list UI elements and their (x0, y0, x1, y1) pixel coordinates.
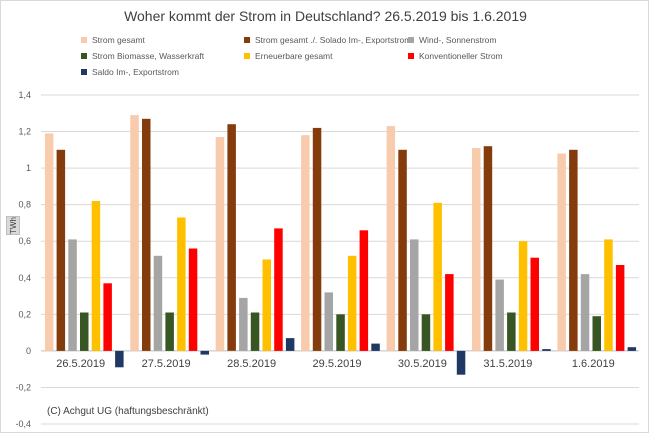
bar-7-26.5.2019 (115, 350, 124, 368)
bar-4-29.5.2019 (336, 314, 345, 351)
bar-1-1.6.2019 (557, 153, 566, 351)
bar-5-26.5.2019 (91, 201, 101, 351)
bar-4-31.5.2019 (507, 312, 516, 351)
bar-2-29.5.2019 (312, 127, 322, 351)
bar-7-29.5.2019 (371, 343, 380, 351)
y-tick-label: -0,2 (15, 382, 31, 392)
legend-swatch (81, 37, 87, 43)
legend-item: Strom gesamt (81, 35, 145, 45)
bar-4-27.5.2019 (165, 312, 174, 351)
legend-item: Erneuerbare gesamt (244, 51, 333, 61)
bar-5-31.5.2019 (518, 241, 528, 351)
y-tick-label: 0 (26, 346, 31, 356)
bar-2-1.6.2019 (569, 149, 578, 351)
legend-label: Wind-, Sonnenstrom (419, 35, 497, 45)
bar-6-31.5.2019 (530, 257, 539, 351)
bar-7-27.5.2019 (200, 350, 209, 355)
bar-2-27.5.2019 (142, 118, 151, 351)
legend-label: Strom gesamt (92, 35, 145, 45)
bar-7-1.6.2019 (627, 347, 637, 351)
x-category-label: 28.5.2019 (227, 358, 276, 370)
bar-5-28.5.2019 (262, 259, 271, 351)
legend-swatch (408, 37, 414, 43)
bar-5-30.5.2019 (433, 202, 442, 351)
bar-6-26.5.2019 (103, 283, 112, 351)
bar-1-29.5.2019 (301, 135, 310, 351)
x-category-label: 27.5.2019 (142, 358, 191, 370)
bar-3-28.5.2019 (239, 297, 248, 351)
legend-item: Konventioneller Strom (408, 51, 503, 61)
y-tick-label: 1 (26, 163, 31, 173)
legend-item: Saldo Im-, Exportstrom (81, 67, 179, 77)
y-axis-label: TWh (6, 216, 20, 235)
legend-label: Strom gesamt ./. Solado Im-, Exportstrom (255, 35, 412, 45)
bar-1-30.5.2019 (386, 126, 396, 351)
bar-7-28.5.2019 (285, 338, 295, 351)
bar-4-26.5.2019 (80, 312, 89, 351)
bar-4-1.6.2019 (592, 316, 601, 351)
bar-6-27.5.2019 (188, 248, 198, 351)
bar-3-29.5.2019 (324, 292, 333, 351)
legend-item: Wind-, Sonnenstrom (408, 35, 496, 45)
bar-6-28.5.2019 (274, 228, 283, 351)
bar-4-30.5.2019 (421, 314, 431, 351)
legend-swatch (81, 53, 87, 59)
legend-swatch (81, 69, 87, 75)
legend-label: Erneuerbare gesamt (255, 51, 333, 61)
bar-1-28.5.2019 (215, 137, 225, 351)
legend-label: Saldo Im-, Exportstrom (92, 67, 179, 77)
bar-2-26.5.2019 (56, 149, 66, 351)
bar-3-27.5.2019 (153, 255, 163, 351)
legend-item: Strom gesamt ./. Solado Im-, Exportstrom (244, 35, 411, 45)
x-category-label: 29.5.2019 (313, 358, 362, 370)
bar-6-29.5.2019 (359, 230, 369, 351)
bar-6-30.5.2019 (445, 274, 454, 351)
bar-2-31.5.2019 (483, 146, 493, 351)
x-category-label: 30.5.2019 (398, 358, 447, 370)
bar-3-1.6.2019 (580, 274, 590, 351)
bar-5-27.5.2019 (177, 217, 186, 351)
bar-1-26.5.2019 (44, 133, 54, 351)
bar-3-31.5.2019 (495, 279, 504, 351)
bar-2-30.5.2019 (398, 149, 407, 351)
y-tick-label: 1,4 (18, 90, 31, 100)
y-tick-label: 1,2 (18, 127, 31, 137)
x-category-label: 1.6.2019 (572, 358, 615, 370)
x-category-label: 31.5.2019 (483, 358, 532, 370)
legend-swatch (244, 37, 250, 43)
bar-1-27.5.2019 (130, 115, 139, 351)
legend: Strom gesamt Strom gesamt ./. Solado Im-,… (1, 35, 648, 85)
bar-6-1.6.2019 (615, 265, 625, 351)
bar-3-30.5.2019 (410, 239, 419, 351)
y-tick-label: 0,4 (18, 273, 31, 283)
bar-5-1.6.2019 (604, 239, 613, 351)
legend-label: Strom Biomasse, Wasserkraft (92, 51, 205, 61)
bar-5-29.5.2019 (347, 255, 357, 351)
credit-text: (C) Achgut UG (haftungsbeschränkt) (47, 406, 209, 417)
y-tick-label: 0,6 (18, 236, 31, 246)
bar-3-26.5.2019 (68, 239, 77, 351)
y-tick-label: 0,8 (18, 200, 31, 210)
y-tick-label: -0,4 (15, 419, 31, 429)
legend-swatch (244, 53, 250, 59)
bar-2-28.5.2019 (227, 124, 236, 351)
y-tick-label: 0,2 (18, 309, 31, 319)
y-axis-label-text: TWh (8, 217, 18, 234)
legend-swatch (408, 53, 414, 59)
bar-7-30.5.2019 (456, 350, 466, 375)
legend-label: Konventioneller Strom (419, 51, 503, 61)
bar-4-28.5.2019 (250, 312, 260, 351)
chart-title: Woher kommt der Strom in Deutschland? 26… (124, 8, 527, 24)
bar-1-31.5.2019 (472, 148, 481, 351)
bar-7-31.5.2019 (542, 349, 551, 351)
x-category-label: 26.5.2019 (56, 358, 105, 370)
legend-item: Strom Biomasse, Wasserkraft (81, 51, 204, 61)
